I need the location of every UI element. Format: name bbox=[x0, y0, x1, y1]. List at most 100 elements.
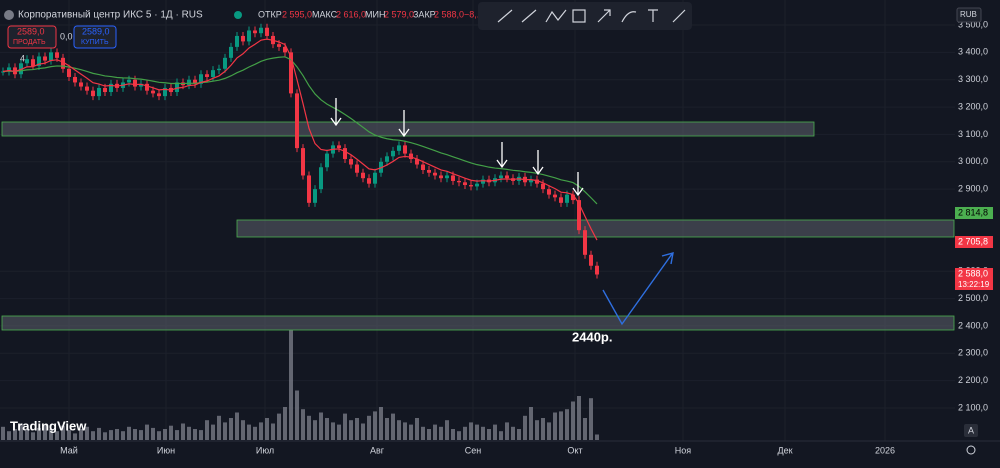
candle-body bbox=[589, 254, 593, 266]
candle-body bbox=[61, 57, 65, 69]
volume-bar bbox=[547, 422, 551, 440]
volume-bar bbox=[211, 424, 215, 440]
volume-bar bbox=[91, 431, 95, 440]
low: 2 579,0 bbox=[384, 9, 414, 19]
volume-bar bbox=[73, 433, 77, 440]
time-tick-label: Ноя bbox=[675, 445, 692, 455]
annotation: 2440р. bbox=[572, 329, 612, 344]
volume-bar bbox=[295, 390, 299, 440]
volume-bar bbox=[205, 420, 209, 440]
candle-body bbox=[427, 169, 431, 173]
volume-bar bbox=[151, 427, 155, 440]
sell-button[interactable] bbox=[7, 25, 57, 49]
candle-body bbox=[31, 59, 35, 67]
down-arrows bbox=[330, 98, 584, 197]
candle-body bbox=[373, 172, 377, 184]
currency-button[interactable] bbox=[956, 7, 982, 23]
volume-bar bbox=[517, 429, 521, 440]
candle-body bbox=[217, 68, 221, 71]
close: 2 588,0 bbox=[434, 9, 464, 19]
candle-body bbox=[133, 79, 137, 87]
buy-button[interactable] bbox=[73, 25, 117, 49]
time-tick-label: Дек bbox=[777, 445, 792, 455]
candle-body bbox=[193, 79, 197, 84]
volume-bar bbox=[229, 418, 233, 440]
candle-body bbox=[187, 79, 191, 86]
volume-bar bbox=[451, 429, 455, 440]
volume-bar bbox=[319, 412, 323, 440]
volume-bar bbox=[397, 420, 401, 440]
volume-bar bbox=[121, 431, 125, 440]
candle-body bbox=[223, 57, 227, 69]
indicator-count[interactable]: 4 bbox=[20, 53, 25, 63]
volume-bar bbox=[439, 426, 443, 440]
volume-bar bbox=[187, 426, 191, 440]
price-tick-label: 2 900,0 bbox=[958, 184, 988, 194]
support-zone bbox=[236, 219, 955, 238]
volume-bar bbox=[373, 411, 377, 440]
time-tick-label: Май bbox=[60, 445, 78, 455]
time-tick-label: Сен bbox=[465, 445, 482, 455]
volume-bar bbox=[583, 418, 587, 440]
auto-label[interactable]: A bbox=[968, 425, 974, 435]
candle-body bbox=[319, 167, 323, 190]
volume-bar bbox=[31, 432, 35, 440]
price-tick-label: 2 500,0 bbox=[958, 293, 988, 303]
status-dot bbox=[234, 11, 242, 19]
volume-bar bbox=[217, 415, 221, 440]
auto-button[interactable] bbox=[964, 424, 978, 437]
candle-body bbox=[439, 175, 443, 179]
buy-label[interactable]: КУПИТЬ bbox=[81, 39, 109, 46]
logo: TradingView bbox=[10, 418, 87, 433]
volume-bar bbox=[199, 430, 203, 440]
currency[interactable]: RUB bbox=[960, 10, 977, 19]
candle-body bbox=[163, 87, 167, 97]
volume-bar bbox=[331, 422, 335, 440]
volume-bar bbox=[403, 422, 407, 440]
sell-price[interactable]: 2589,0 bbox=[17, 26, 45, 36]
volume-bar bbox=[559, 411, 563, 440]
volume-bar bbox=[289, 330, 293, 440]
volume-bar bbox=[511, 426, 515, 440]
price-tick-label: 2 300,0 bbox=[958, 348, 988, 358]
price-tick-label: 2 400,0 bbox=[958, 320, 988, 330]
candle-body bbox=[595, 265, 599, 275]
candle-body bbox=[307, 175, 311, 203]
high-label: МАКС bbox=[312, 9, 338, 19]
candle-body bbox=[565, 194, 569, 203]
candle-body bbox=[109, 83, 113, 93]
price-axis bbox=[955, 0, 1000, 463]
settings-icon[interactable] bbox=[966, 445, 976, 455]
candle-body bbox=[277, 44, 281, 47]
buy-price[interactable]: 2589,0 bbox=[82, 26, 110, 36]
volume-bar bbox=[7, 431, 11, 440]
candle-body bbox=[301, 148, 305, 176]
badge-last bbox=[955, 268, 993, 290]
candle-body bbox=[205, 74, 209, 77]
volume-bar bbox=[253, 426, 257, 440]
candle-body bbox=[295, 93, 299, 149]
time-tick-label: Июл bbox=[256, 445, 274, 455]
candle-body bbox=[583, 230, 587, 255]
volume-bar bbox=[325, 418, 329, 440]
volume-bar bbox=[505, 422, 509, 440]
price-tick-label: 3 200,0 bbox=[958, 101, 988, 111]
sell-label[interactable]: ПРОДАТЬ bbox=[13, 39, 46, 46]
volume-bar bbox=[55, 431, 59, 440]
volume-bar bbox=[133, 429, 137, 440]
volume-bar bbox=[307, 415, 311, 440]
volume-bar bbox=[37, 427, 41, 440]
volume-bar bbox=[463, 426, 467, 440]
candle-body bbox=[463, 182, 467, 186]
open-label: ОТКР bbox=[258, 9, 282, 19]
volume-bar bbox=[145, 424, 149, 440]
toolbar-icons[interactable] bbox=[497, 9, 686, 23]
time-tick-label: Окт bbox=[567, 445, 582, 455]
candle-body bbox=[415, 159, 419, 165]
volume-bar bbox=[565, 409, 569, 440]
candle-body bbox=[97, 87, 101, 97]
volume-bar bbox=[223, 422, 227, 440]
volume-bar bbox=[1, 426, 5, 440]
volume-bar bbox=[457, 431, 461, 440]
volume-bar bbox=[589, 398, 593, 440]
